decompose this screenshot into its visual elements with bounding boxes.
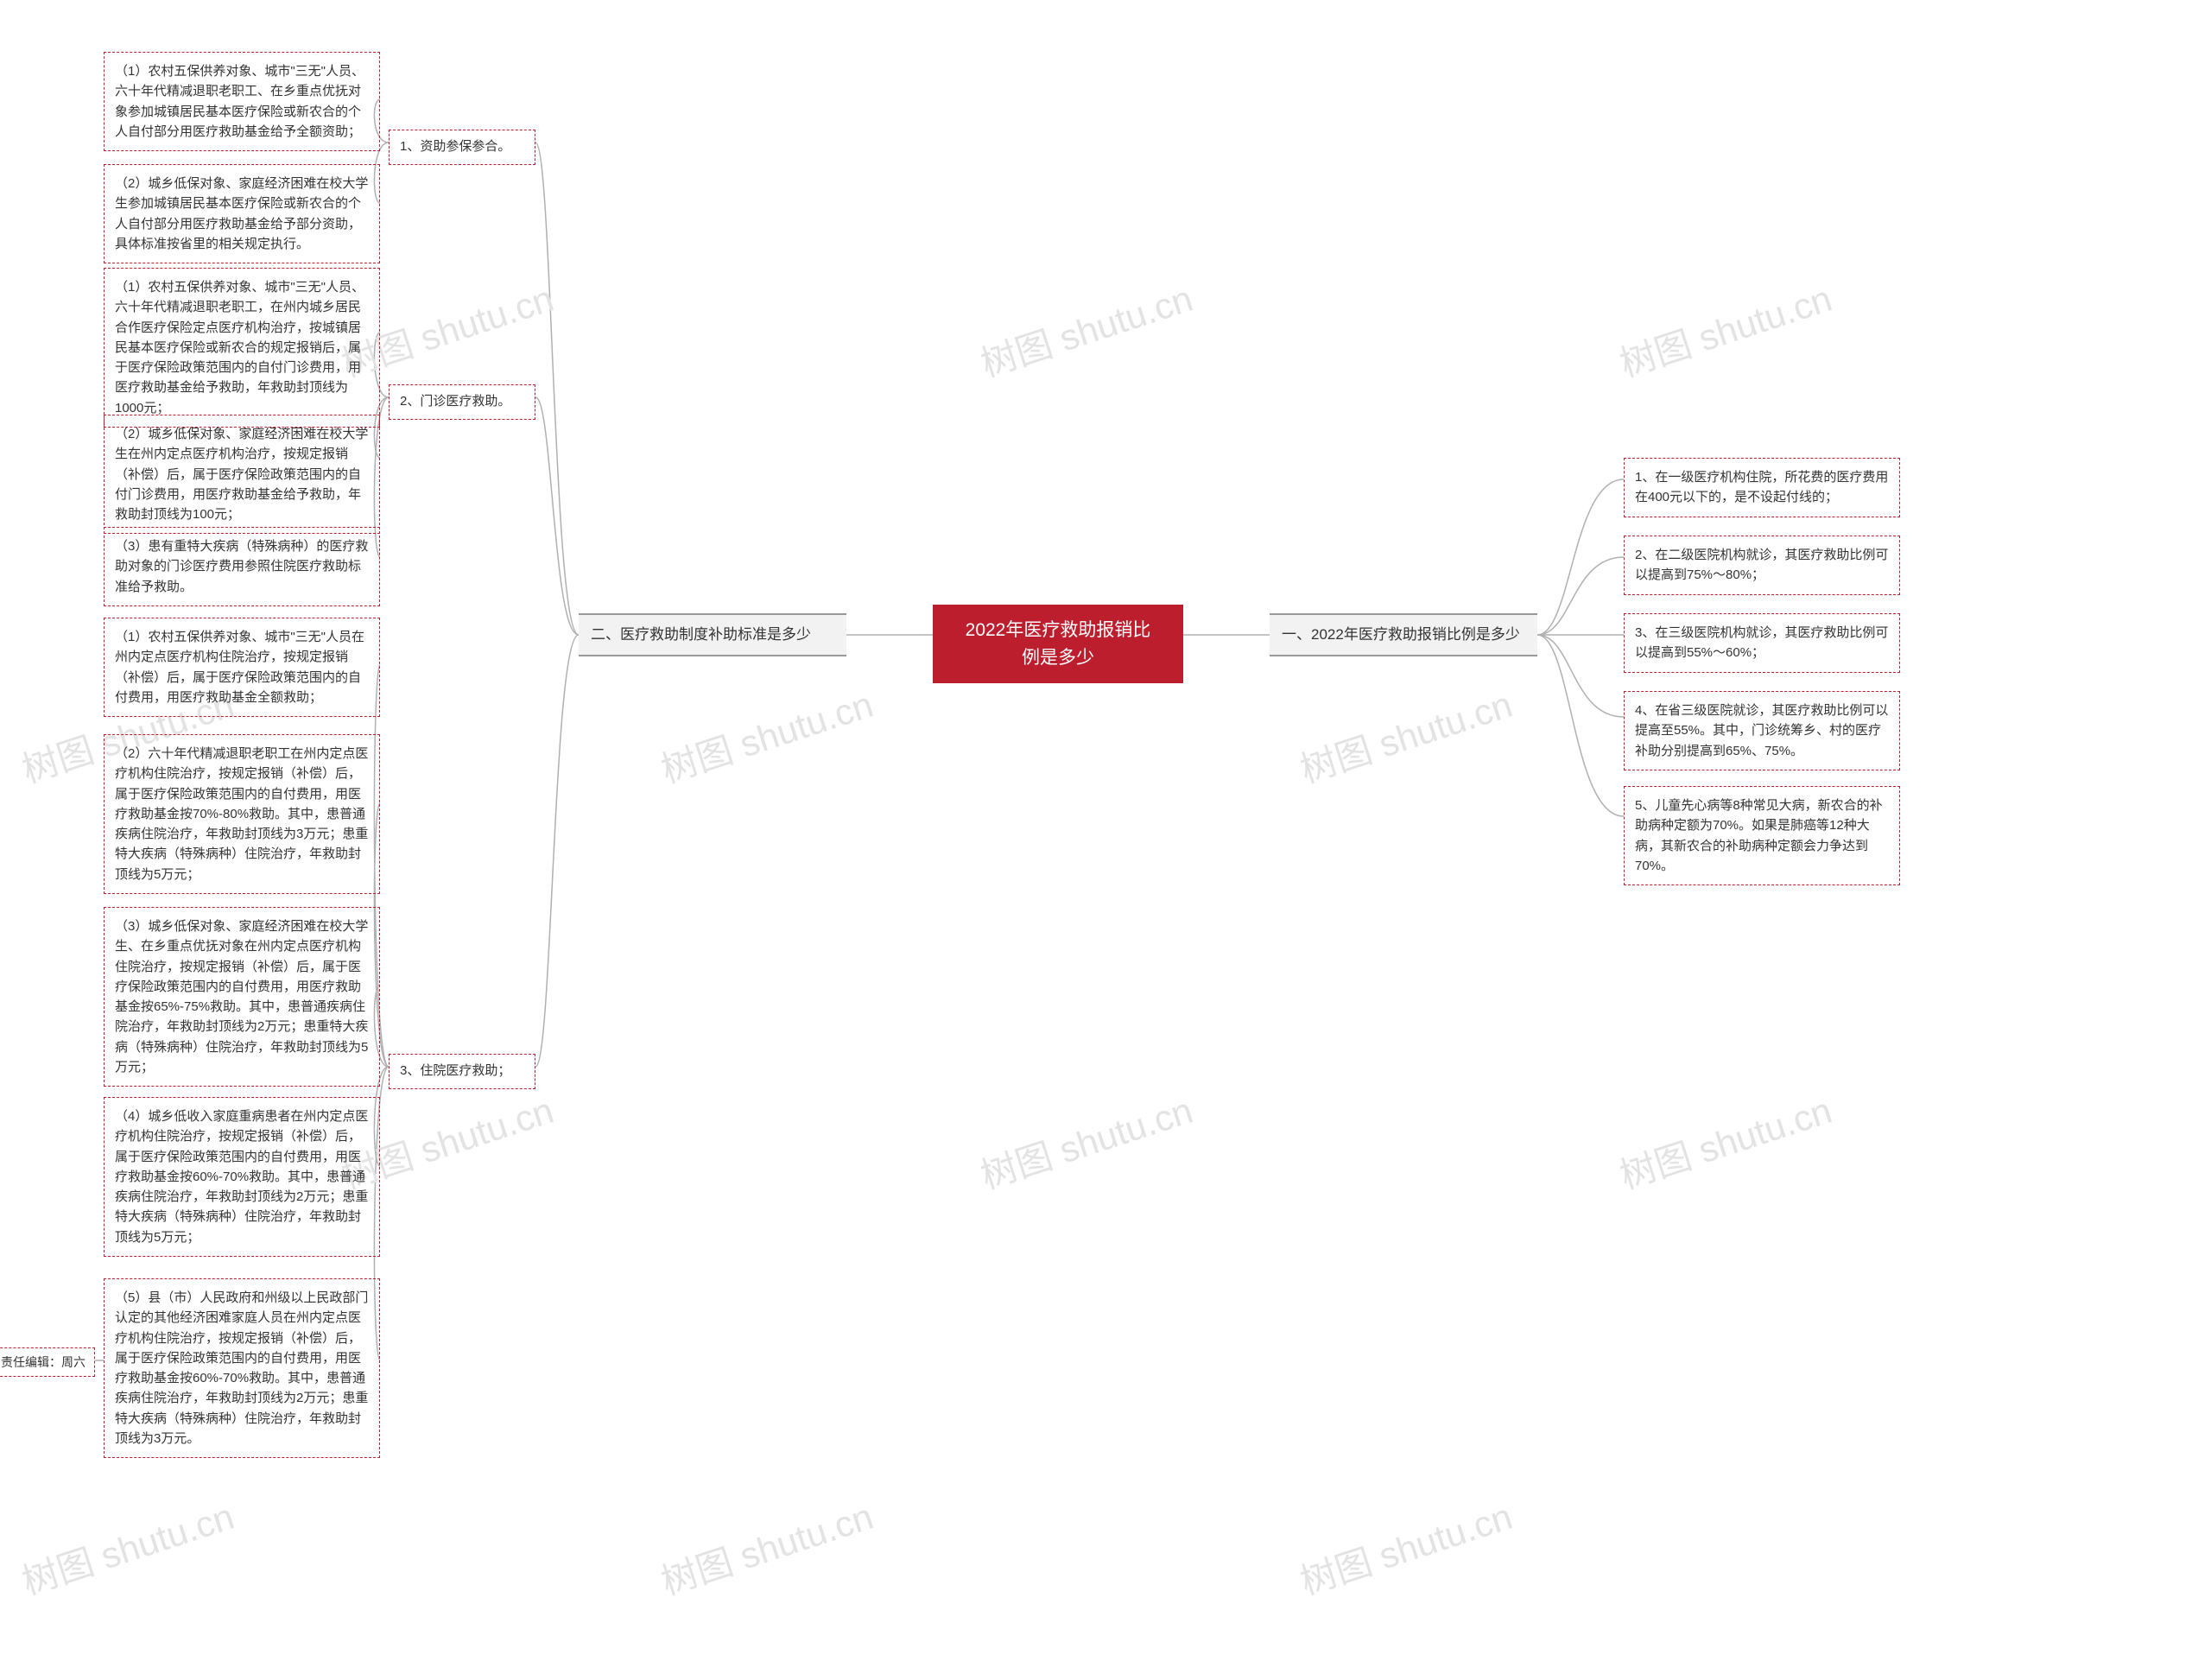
watermark: 树图 shutu.cn — [1293, 1487, 1518, 1606]
watermark: 树图 shutu.cn — [1612, 1081, 1838, 1200]
left-leaf: （2）城乡低保对象、家庭经济困难在校大学生参加城镇居民基本医疗保险或新农合的个人… — [104, 164, 380, 263]
left-leaf: （3）城乡低保对象、家庭经济困难在校大学生、在乡重点优抚对象在州内定点医疗机构住… — [104, 907, 380, 1087]
watermark: 树图 shutu.cn — [973, 269, 1199, 388]
left-leaf: （1）农村五保供养对象、城市"三无"人员、六十年代精减退职老职工，在州内城乡居民… — [104, 268, 380, 428]
left-sub: 3、住院医疗救助； — [389, 1054, 535, 1089]
right-leaf: 1、在一级医疗机构住院，所花费的医疗费用在400元以下的，是不设起付线的； — [1624, 458, 1900, 517]
watermark: 树图 shutu.cn — [654, 1487, 879, 1606]
right-leaf: 2、在二级医院机构就诊，其医疗救助比例可以提高到75%～80%； — [1624, 536, 1900, 595]
left-leaf: （3）患有重特大疾病（特殊病种）的医疗救助对象的门诊医疗费用参照住院医疗救助标准… — [104, 527, 380, 606]
left-leaf: （4）城乡低收入家庭重病患者在州内定点医疗机构住院治疗，按规定报销（补偿）后，属… — [104, 1097, 380, 1257]
watermark: 树图 shutu.cn — [654, 675, 879, 794]
left-leaf: （5）县（市）人民政府和州级以上民政部门认定的其他经济困难家庭人员在州内定点医疗… — [104, 1278, 380, 1458]
watermark: 树图 shutu.cn — [1293, 675, 1518, 794]
branch-left: 二、医疗救助制度补助标准是多少 — [579, 613, 846, 656]
right-leaf: 4、在省三级医院就诊，其医疗救助比例可以提高至55%。其中，门诊统筹乡、村的医疗… — [1624, 691, 1900, 770]
watermark: 树图 shutu.cn — [1612, 269, 1838, 388]
right-leaf: 5、儿童先心病等8种常见大病，新农合的补助病种定额为70%。如果是肺癌等12种大… — [1624, 786, 1900, 885]
root-node: 2022年医疗救助报销比例是多少 — [933, 605, 1183, 683]
right-leaf: 3、在三级医院机构就诊，其医疗救助比例可以提高到55%～60%； — [1624, 613, 1900, 673]
left-leaf: （1）农村五保供养对象、城市"三无"人员在州内定点医疗机构住院治疗，按规定报销（… — [104, 618, 380, 717]
editor-credit: 责任编辑：周六 — [0, 1347, 95, 1377]
watermark: 树图 shutu.cn — [973, 1081, 1199, 1200]
left-sub: 2、门诊医疗救助。 — [389, 384, 535, 420]
watermark: 树图 shutu.cn — [15, 1487, 240, 1606]
left-leaf: （2）六十年代精减退职老职工在州内定点医疗机构住院治疗，按规定报销（补偿）后，属… — [104, 734, 380, 894]
left-leaf: （1）农村五保供养对象、城市"三无"人员、六十年代精减退职老职工、在乡重点优抚对… — [104, 52, 380, 151]
left-leaf: （2）城乡低保对象、家庭经济困难在校大学生在州内定点医疗机构治疗，按规定报销（补… — [104, 415, 380, 534]
branch-right: 一、2022年医疗救助报销比例是多少 — [1270, 613, 1537, 656]
left-sub: 1、资助参保参合。 — [389, 130, 535, 165]
